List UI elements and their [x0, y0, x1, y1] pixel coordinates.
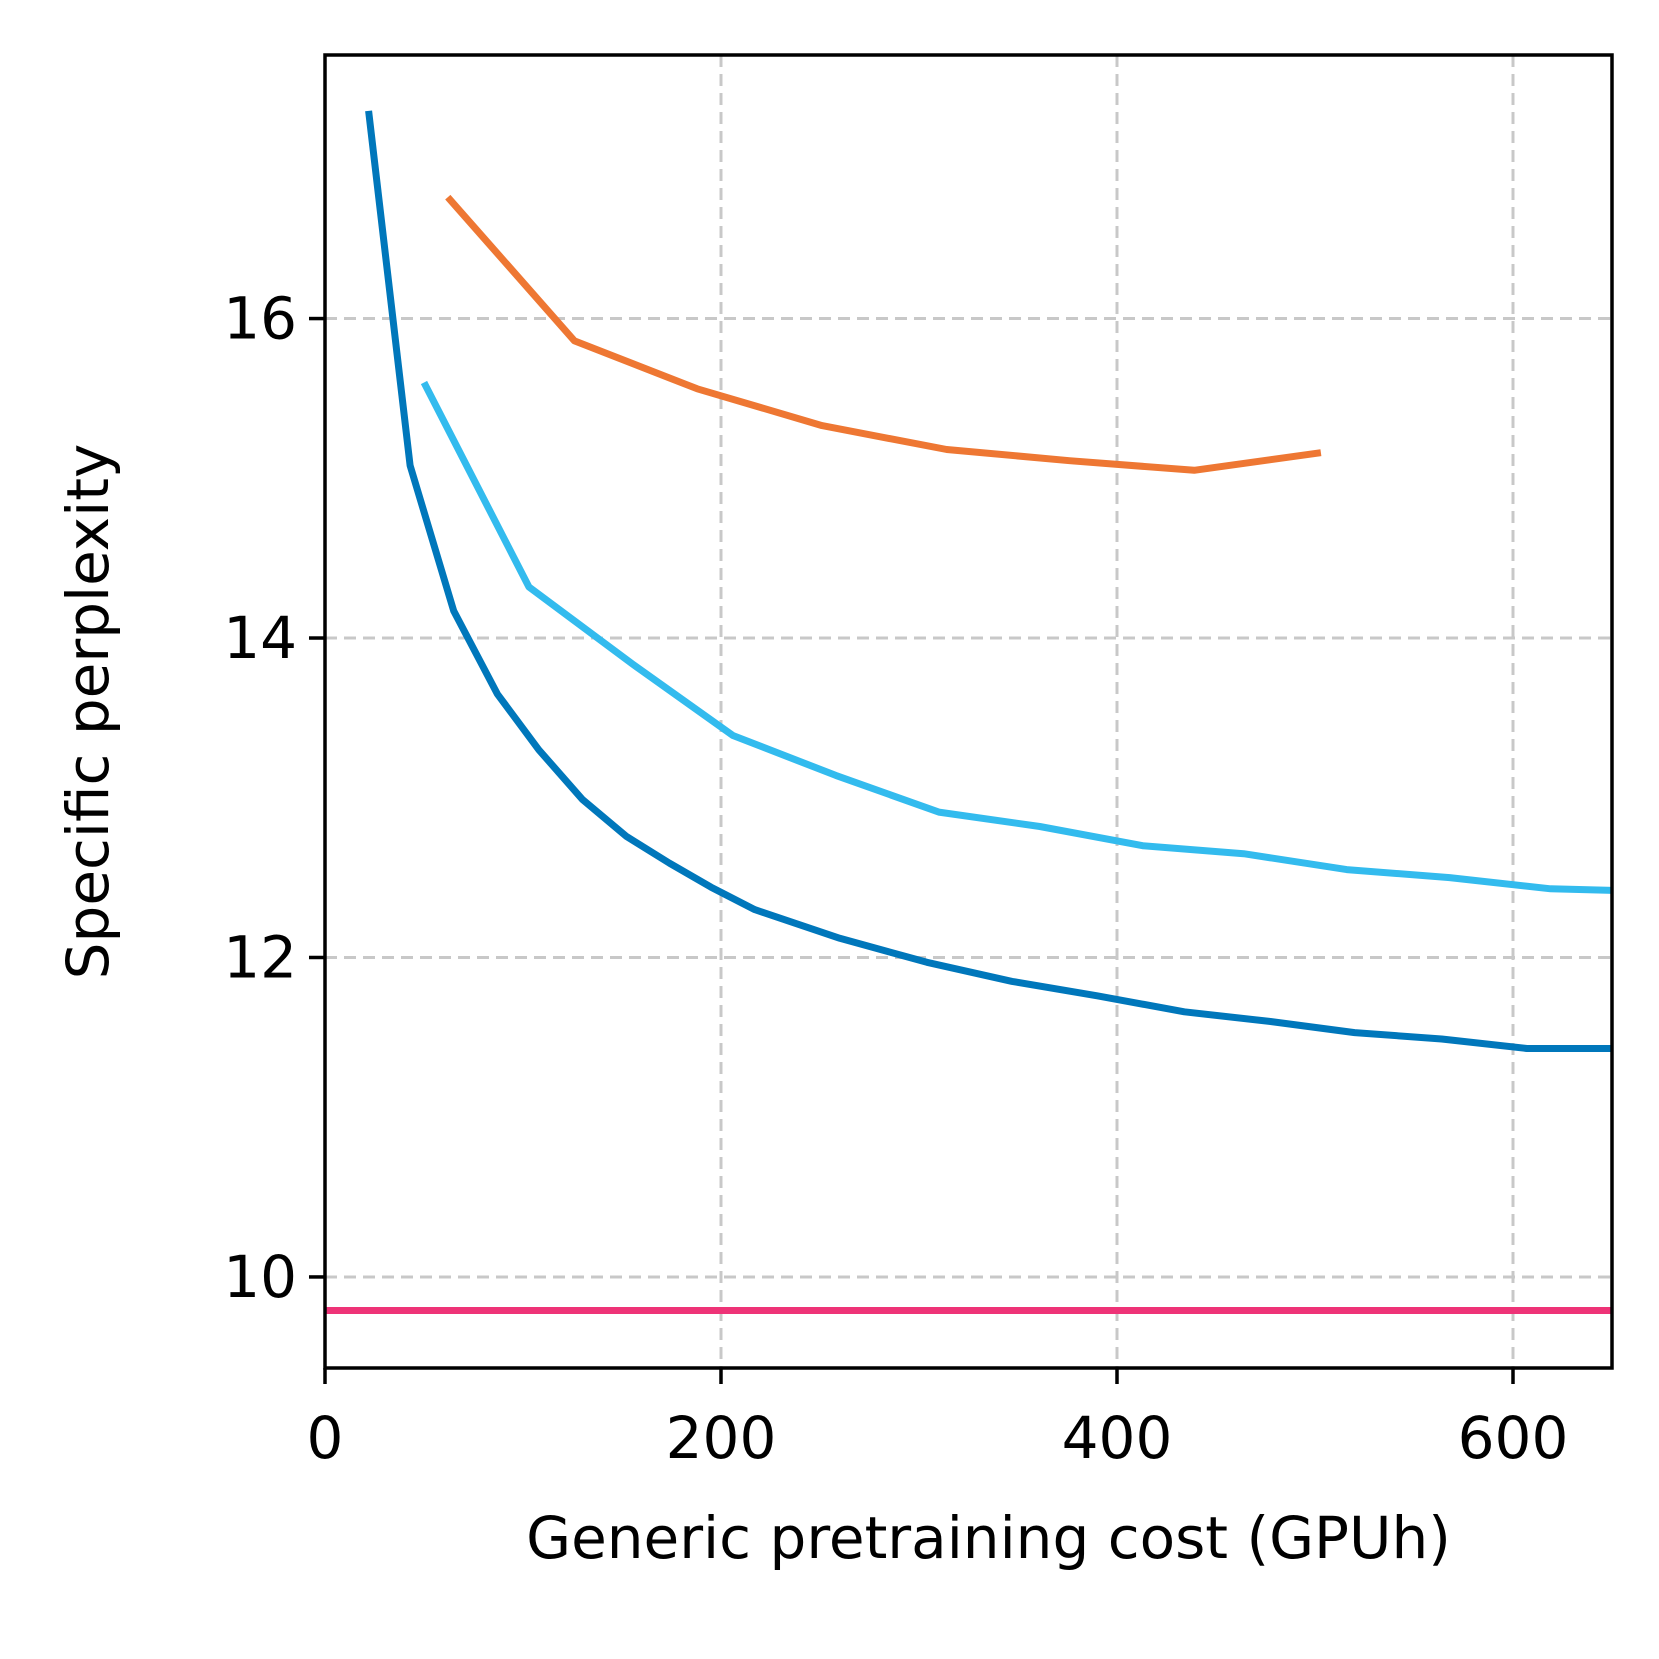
- series-lines: [325, 110, 1612, 1314]
- y-tick-label: 12: [223, 923, 297, 991]
- x-axis-label: Generic pretraining cost (GPUh): [526, 1504, 1451, 1572]
- y-tick-label: 14: [223, 604, 297, 672]
- x-tick-label: 0: [307, 1404, 344, 1472]
- x-tick-label: 400: [1062, 1404, 1173, 1472]
- series-line-1: [365, 110, 1612, 1052]
- y-axis-label: Specific perplexity: [54, 444, 122, 980]
- x-tick-label: 200: [666, 1404, 777, 1472]
- axis-ticks: 0 200 400 600 10 12 14 16: [223, 285, 1568, 1472]
- plot-frame: [323, 53, 1614, 1370]
- x-tick-label: 600: [1458, 1404, 1569, 1472]
- grid-lines: [325, 55, 1612, 1368]
- series-line-3: [445, 194, 1322, 474]
- y-tick-label: 16: [223, 285, 297, 353]
- y-tick-label: 10: [223, 1243, 297, 1311]
- series-line-2: [420, 380, 1612, 894]
